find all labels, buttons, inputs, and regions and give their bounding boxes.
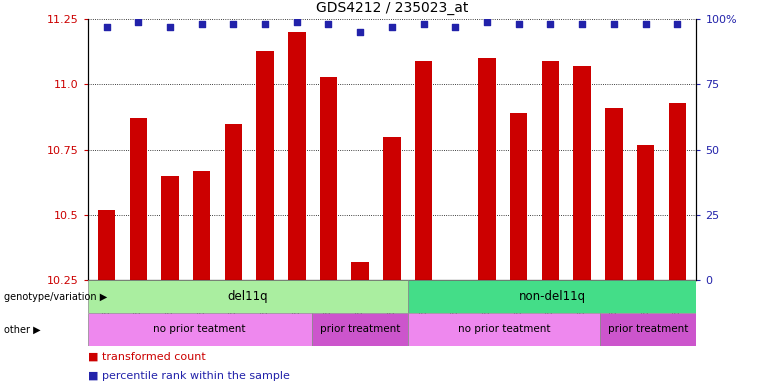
Text: prior treatment: prior treatment — [608, 324, 689, 334]
Bar — [256, 51, 274, 280]
Bar — [88, 313, 312, 346]
Bar — [320, 77, 337, 280]
Point — [259, 22, 271, 28]
Bar — [88, 280, 408, 313]
Text: no prior teatment: no prior teatment — [154, 324, 246, 334]
Bar — [129, 118, 147, 280]
Point — [291, 19, 303, 25]
Bar — [161, 176, 179, 280]
Point — [386, 24, 398, 30]
Bar — [574, 66, 591, 280]
Bar — [352, 262, 369, 280]
Bar — [98, 210, 115, 280]
Bar — [637, 144, 654, 280]
Bar — [669, 103, 686, 280]
Point — [481, 19, 493, 25]
Bar — [408, 280, 696, 313]
Bar — [415, 61, 432, 280]
Bar — [224, 124, 242, 280]
Bar — [408, 313, 600, 346]
Text: no prior teatment: no prior teatment — [458, 324, 550, 334]
Text: prior treatment: prior treatment — [320, 324, 400, 334]
Title: GDS4212 / 235023_at: GDS4212 / 235023_at — [316, 2, 468, 15]
Point — [639, 22, 651, 28]
Bar — [605, 108, 622, 280]
Point — [576, 22, 588, 28]
Point — [100, 24, 113, 30]
Point — [132, 19, 145, 25]
Bar — [384, 137, 400, 280]
Point — [323, 22, 335, 28]
Bar — [288, 32, 305, 280]
Point — [354, 29, 366, 35]
Bar — [600, 313, 696, 346]
Text: ■ transformed count: ■ transformed count — [88, 352, 205, 362]
Point — [671, 22, 683, 28]
Point — [544, 22, 556, 28]
Point — [228, 22, 240, 28]
Bar — [312, 313, 408, 346]
Text: del11q: del11q — [228, 290, 268, 303]
Bar — [510, 113, 527, 280]
Text: ■ percentile rank within the sample: ■ percentile rank within the sample — [88, 371, 289, 381]
Bar — [193, 170, 210, 280]
Point — [164, 24, 176, 30]
Point — [196, 22, 208, 28]
Point — [418, 22, 430, 28]
Text: non-del11q: non-del11q — [518, 290, 586, 303]
Bar — [542, 61, 559, 280]
Point — [513, 22, 525, 28]
Text: genotype/variation ▶: genotype/variation ▶ — [4, 291, 107, 302]
Point — [449, 24, 461, 30]
Point — [608, 22, 620, 28]
Text: other ▶: other ▶ — [4, 324, 40, 334]
Bar — [479, 58, 495, 280]
